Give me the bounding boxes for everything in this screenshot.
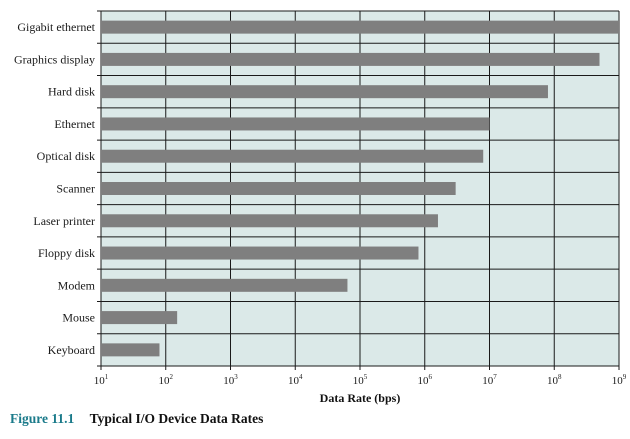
x-axis-label: Data Rate (bps) — [320, 391, 401, 405]
bar — [101, 20, 619, 34]
category-label: Keyboard — [48, 343, 95, 357]
bar — [101, 343, 160, 357]
bar — [101, 246, 419, 260]
x-tick-label: 102 — [159, 373, 174, 387]
category-label: Ethernet — [54, 117, 95, 131]
bar — [101, 149, 484, 163]
category-label: Laser printer — [33, 214, 95, 228]
category-label: Optical disk — [37, 149, 95, 163]
x-tick-label: 106 — [418, 373, 433, 387]
category-label: Mouse — [62, 311, 95, 325]
figure-number: Figure 11.1 — [10, 411, 75, 426]
bar-chart: Gigabit ethernet Graphics display Hard dis… — [14, 10, 627, 405]
category-label: Graphics display — [14, 52, 95, 66]
figure-caption: Figure 11.1 Typical I/O Device Data Rate… — [10, 411, 263, 427]
bar — [101, 278, 348, 292]
bar — [101, 117, 490, 131]
x-tick-label: 104 — [288, 373, 303, 387]
category-label: Floppy disk — [38, 246, 95, 260]
bar — [101, 85, 548, 99]
bar — [101, 182, 456, 195]
category-label: Gigabit ethernet — [17, 20, 95, 34]
figure-title: Typical I/O Device Data Rates — [89, 411, 264, 426]
x-tick-label: 103 — [223, 373, 238, 387]
category-label: Scanner — [56, 182, 95, 196]
x-tick-label: 101 — [94, 373, 109, 387]
category-label: Modem — [58, 278, 96, 292]
bar — [101, 52, 600, 66]
bar — [101, 214, 438, 228]
bar — [101, 311, 178, 325]
category-label: Hard disk — [48, 85, 95, 99]
x-tick-label: 107 — [482, 373, 497, 387]
x-tick-label: 109 — [612, 373, 627, 387]
x-tick-label: 105 — [353, 373, 368, 387]
x-tick-label: 108 — [547, 373, 562, 387]
